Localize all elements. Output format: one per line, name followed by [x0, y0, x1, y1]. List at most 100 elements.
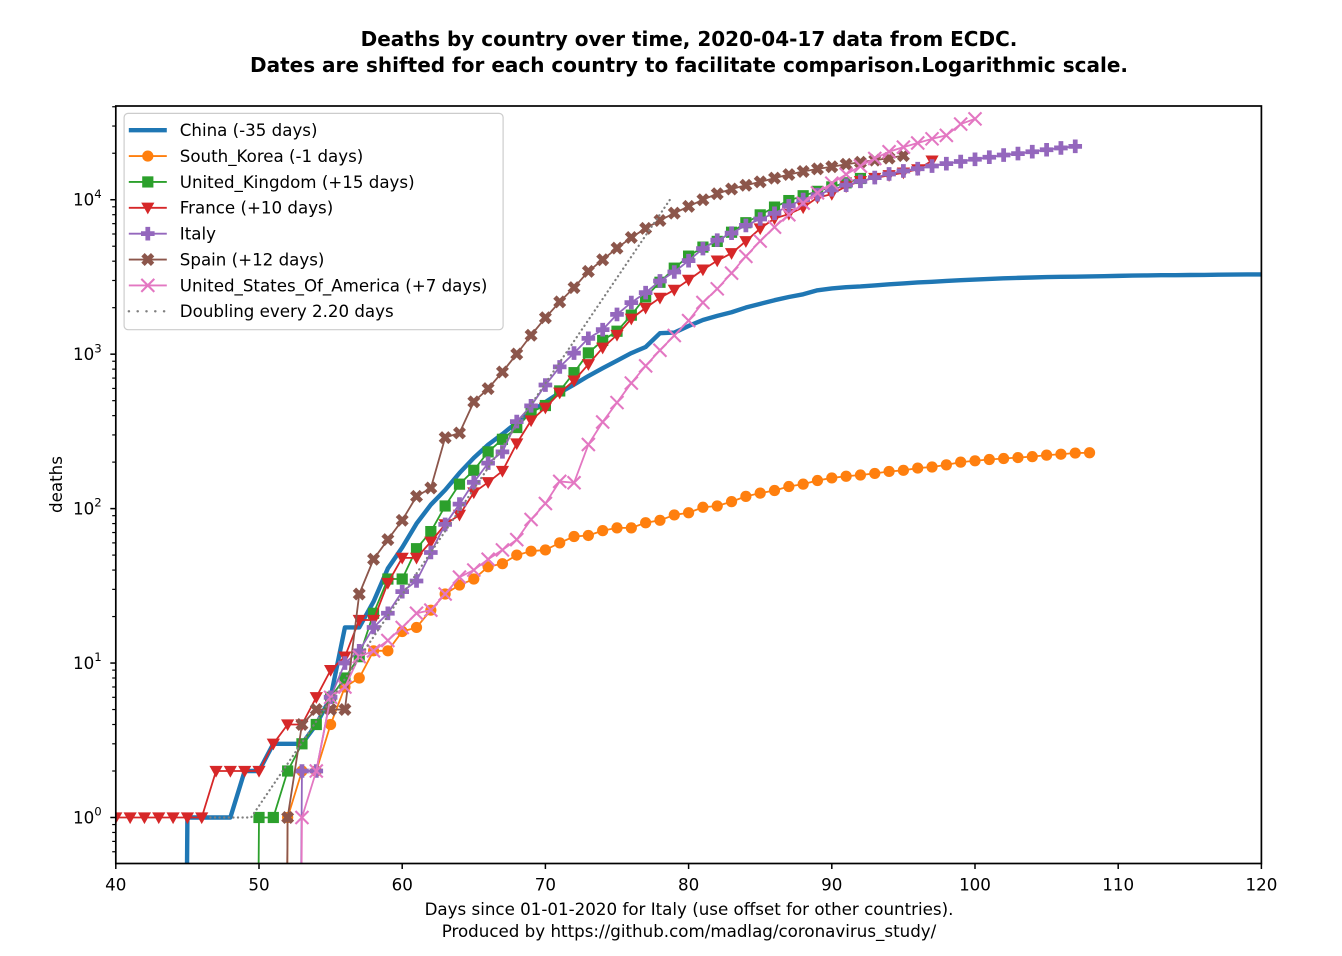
data-point-marker [410, 489, 424, 503]
data-point-marker [141, 202, 155, 215]
data-point-marker [554, 537, 566, 549]
data-point-marker [881, 144, 897, 159]
data-point-marker [653, 274, 667, 288]
data-point-marker [925, 159, 939, 173]
data-point-marker [538, 378, 553, 392]
data-point-marker [795, 195, 811, 211]
data-point-marker [452, 426, 466, 440]
data-point-marker [409, 552, 424, 565]
legend-label: Spain (+12 days) [180, 250, 325, 269]
data-point-marker [967, 111, 983, 127]
data-point-marker [839, 178, 853, 192]
data-point-marker [380, 633, 396, 648]
data-point-marker [524, 415, 538, 428]
data-point-marker [310, 718, 322, 731]
data-point-marker [539, 544, 552, 556]
data-point-marker [438, 431, 452, 445]
data-point-marker [668, 509, 680, 521]
data-point-marker [468, 464, 480, 476]
data-point-marker [939, 128, 954, 143]
data-point-marker [854, 469, 867, 481]
data-point-marker [940, 459, 952, 471]
data-point-marker [309, 703, 323, 717]
x-tick-labels: 40 50 60 70 80 90 100 110 120 [105, 875, 1277, 895]
data-point-marker [597, 525, 609, 537]
data-point-marker [482, 561, 494, 573]
data-point-marker [568, 367, 580, 379]
data-point-marker [252, 765, 266, 778]
data-point-marker [295, 718, 309, 731]
data-point-marker [410, 543, 423, 555]
legend-item-china: China (-35 days) [128, 121, 317, 140]
data-point-marker [624, 313, 638, 326]
data-point-marker [140, 278, 156, 293]
data-point-marker [969, 455, 981, 467]
x-axis-label: Days since 01-01-2020 for Italy (use off… [424, 899, 954, 919]
data-point-marker [796, 164, 810, 178]
data-point-marker [166, 812, 180, 825]
data-point-marker [853, 155, 867, 169]
data-point-marker [896, 149, 910, 163]
data-point-marker [581, 264, 595, 278]
data-point-marker [1039, 142, 1054, 157]
data-point-marker [52, 812, 65, 824]
data-point-marker [424, 545, 438, 560]
data-point-marker [782, 199, 796, 213]
data-point-marker [467, 475, 481, 490]
series-doubling-guide [209, 196, 673, 819]
data-point-marker [481, 382, 495, 396]
legend-item-spain: Spain (+12 days) [128, 250, 325, 269]
data-point-marker [853, 158, 868, 174]
data-point-marker [553, 387, 567, 400]
data-point-marker [754, 487, 766, 499]
data-point-marker [480, 552, 496, 567]
data-point-marker [553, 295, 567, 309]
data-point-marker [568, 530, 580, 543]
data-point-marker [567, 281, 581, 295]
data-point-marker [838, 167, 854, 182]
x-tick-label: 40 [105, 875, 126, 895]
data-point-marker [711, 500, 723, 512]
y-tick-label: 103 [73, 341, 102, 364]
data-point-marker [1083, 447, 1096, 459]
axis-ticks [110, 106, 1263, 869]
data-point-marker [740, 490, 752, 502]
data-point-marker [825, 183, 839, 197]
data-point-marker [1025, 144, 1040, 159]
data-point-marker [152, 812, 166, 825]
data-point-marker [523, 512, 539, 527]
data-point-marker [195, 812, 209, 825]
chart-title: Deaths by country over time, 2020-04-17 … [116, 26, 1262, 78]
data-point-marker [142, 176, 154, 188]
data-point-marker [424, 481, 438, 495]
data-point-marker [253, 811, 265, 824]
series-spain [281, 149, 910, 864]
data-point-marker [509, 414, 524, 429]
legend-label: United_States_Of_America (+7 days) [180, 276, 488, 296]
data-point-marker [453, 478, 466, 490]
data-point-marker [610, 307, 624, 322]
data-point-marker [724, 248, 739, 260]
data-point-marker [753, 223, 767, 236]
data-point-marker [1012, 451, 1024, 464]
data-point-marker [695, 295, 711, 310]
data-point-marker [883, 465, 895, 478]
data-point-marker [338, 703, 352, 717]
data-point-marker [538, 311, 552, 325]
data-point-marker [538, 402, 552, 415]
data-point-marker [926, 461, 938, 473]
data-point-marker [968, 152, 982, 167]
data-point-marker [1069, 447, 1081, 459]
data-point-marker [510, 438, 524, 451]
y-axis-label: deaths [46, 456, 66, 514]
data-point-marker [752, 233, 768, 249]
data-point-marker [367, 552, 381, 566]
data-point-marker [581, 437, 596, 452]
data-point-marker [640, 517, 652, 529]
x-tick-label: 80 [678, 875, 699, 895]
data-point-marker [381, 577, 395, 590]
data-point-marker [509, 532, 525, 547]
legend-label: France (+10 days) [180, 199, 333, 218]
data-point-marker [481, 456, 495, 470]
legend: China (-35 days) South_Korea (-1 days) Uni… [123, 112, 504, 331]
